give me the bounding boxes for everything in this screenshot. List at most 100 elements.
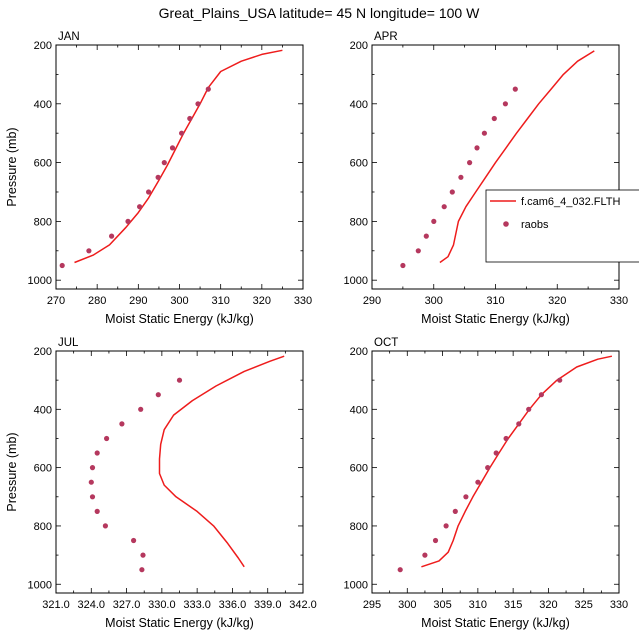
raobs-point	[512, 86, 518, 92]
x-tick-label: 330	[294, 295, 312, 307]
y-tick-label: 600	[350, 158, 368, 170]
raobs-point	[88, 479, 94, 485]
x-tick-label: 295	[363, 599, 381, 611]
y-tick-label: 800	[350, 216, 368, 228]
x-tick-label: 333.0	[183, 599, 211, 611]
x-tick-label: 324.0	[78, 599, 106, 611]
raobs-point	[195, 101, 201, 107]
y-tick-label: 1000	[344, 579, 368, 591]
raobs-point	[423, 233, 429, 239]
x-tick-label: 327.0	[113, 599, 141, 611]
x-tick-label: 330	[610, 599, 628, 611]
y-tick-label: 400	[350, 99, 368, 111]
raobs-point	[485, 465, 491, 471]
y-tick-label: 400	[34, 404, 52, 416]
raobs-point	[139, 567, 145, 573]
raobs-point	[104, 435, 110, 442]
x-tick-label: 330	[610, 295, 628, 307]
x-tick-label: 290	[129, 295, 147, 307]
x-axis-label: Moist Static Energy (kJ/kg)	[105, 616, 254, 630]
raobs-point	[458, 174, 464, 180]
panel-title: JAN	[58, 31, 80, 43]
x-tick-label: 310	[469, 599, 487, 611]
x-tick-label: 310	[486, 295, 504, 307]
raobs-point	[443, 523, 449, 529]
raobs-point	[146, 189, 152, 195]
x-tick-label: 342.0	[289, 599, 317, 611]
raobs-point	[463, 494, 469, 500]
x-tick-label: 300	[170, 295, 188, 307]
raobs-point	[516, 421, 522, 427]
x-tick-label: 320	[253, 295, 271, 307]
y-axis-label: Pressure (mb)	[5, 432, 19, 511]
model-profile-line	[421, 355, 613, 568]
x-tick-label: 336.0	[219, 599, 247, 611]
raobs-point	[94, 508, 100, 514]
raobs-point	[400, 262, 406, 269]
x-tick-label: 300	[398, 599, 416, 611]
raobs-point	[94, 450, 100, 456]
raobs-point	[125, 218, 131, 224]
raobs-point	[502, 101, 508, 107]
plot-frame	[371, 350, 620, 594]
raobs-point	[169, 145, 176, 151]
model-profile-line	[158, 355, 285, 568]
model-profile-line	[439, 50, 595, 264]
y-tick-label: 600	[34, 463, 52, 475]
raobs-point	[138, 406, 144, 412]
y-tick-label: 400	[34, 99, 52, 111]
raobs-point	[187, 115, 193, 122]
raobs-point	[109, 233, 115, 239]
y-tick-label: 1000	[28, 579, 52, 591]
raobs-point	[493, 450, 499, 456]
x-axis-label: Moist Static Energy (kJ/kg)	[421, 616, 570, 630]
raobs-point	[89, 494, 96, 500]
y-tick-label: 200	[34, 346, 52, 358]
raobs-point	[140, 552, 146, 558]
raobs-point	[86, 248, 92, 254]
raobs-point	[441, 204, 447, 210]
raobs-point	[155, 392, 161, 398]
legend-box	[485, 189, 639, 263]
figure-title: Great_Plains_USA latitude= 45 N longitud…	[159, 5, 480, 21]
x-tick-label: 325	[575, 599, 593, 611]
raobs-point	[131, 537, 137, 544]
raobs-point	[503, 435, 509, 442]
y-tick-label: 600	[350, 463, 368, 475]
raobs-point	[467, 160, 473, 166]
x-tick-label: 320	[539, 599, 557, 611]
panel-apr: 290 300 310 320 330 200 400 600 800 1000 APR Moist …	[344, 31, 629, 326]
legend-label-model: f.cam6_4_032.FLTH	[521, 196, 621, 208]
raobs-point	[526, 406, 532, 412]
x-tick-label: 339.0	[254, 599, 282, 611]
x-tick-label: 300	[425, 295, 443, 307]
raobs-point	[452, 508, 458, 514]
x-tick-label: 270	[47, 295, 65, 307]
raobs-point	[449, 189, 455, 195]
plot-frame	[55, 44, 304, 290]
legend-label-obs: raobs	[521, 219, 549, 231]
y-tick-label: 600	[34, 158, 52, 170]
panel-title: JUL	[58, 337, 79, 349]
panel-title: OCT	[374, 337, 398, 349]
raobs-point	[422, 552, 428, 558]
raobs-point	[59, 262, 65, 269]
y-tick-label: 1000	[28, 275, 52, 287]
raobs-point	[179, 130, 185, 136]
x-tick-label: 305	[433, 599, 451, 611]
x-tick-label: 315	[504, 599, 522, 611]
legend: f.cam6_4_032.FLTH raobs	[485, 189, 639, 263]
legend-marker-swatch	[503, 221, 509, 227]
panel-oct: 295 300 305 310 315 320 325 330 200 400 600 800 1000…	[344, 337, 629, 630]
x-axis-label: Moist Static Energy (kJ/kg)	[105, 312, 254, 326]
raobs-point	[102, 523, 108, 529]
y-tick-label: 200	[34, 40, 52, 52]
y-tick-label: 200	[350, 40, 368, 52]
raobs-point	[89, 465, 96, 471]
x-tick-label: 330.0	[148, 599, 176, 611]
x-tick-label: 280	[88, 295, 106, 307]
x-tick-label: 321.0	[42, 599, 70, 611]
panel-title: APR	[374, 31, 398, 43]
raobs-point	[161, 160, 167, 166]
